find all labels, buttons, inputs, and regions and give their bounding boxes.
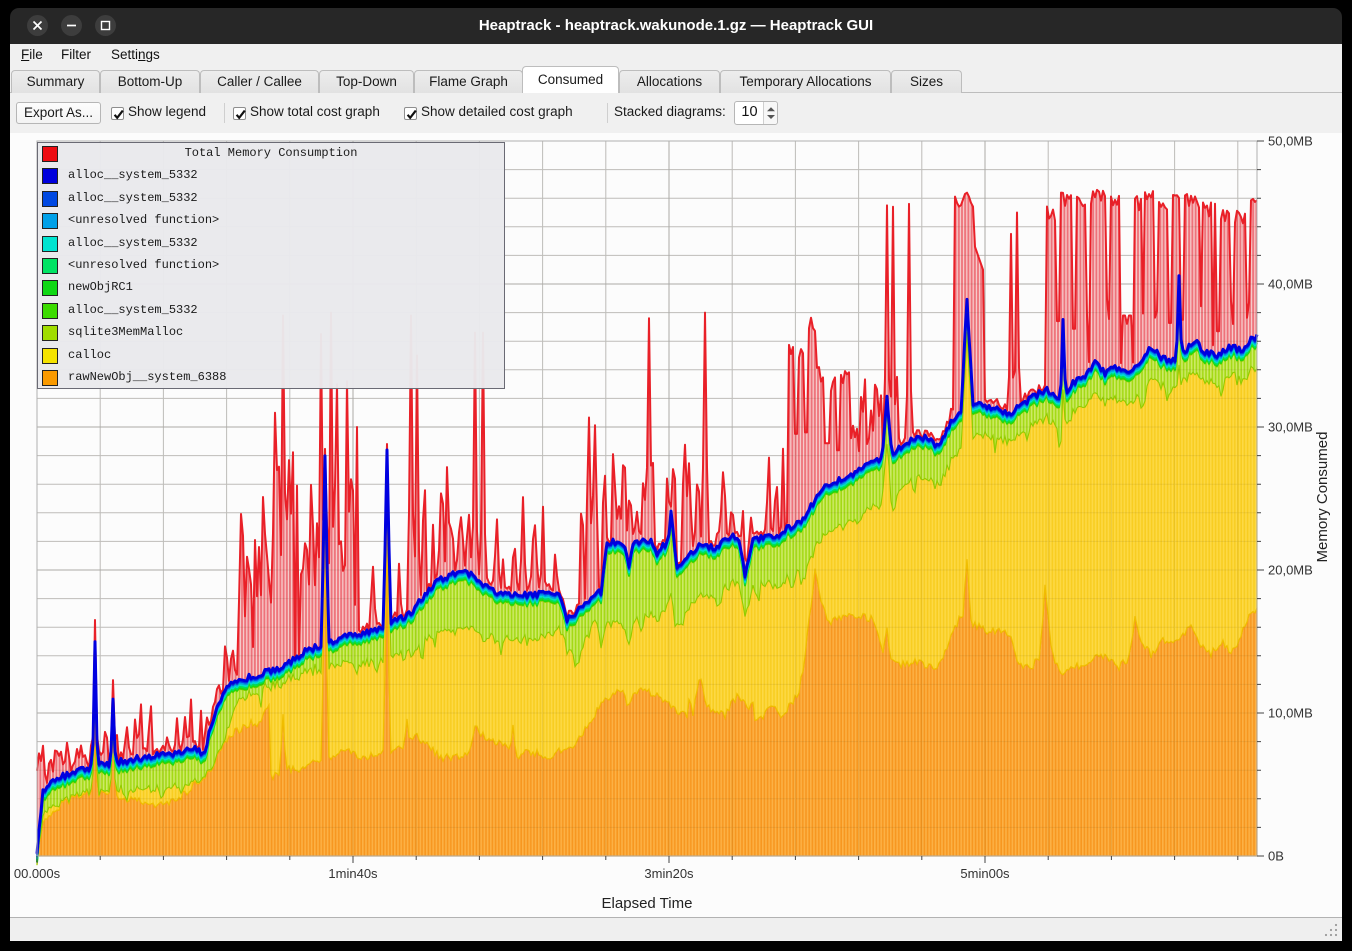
svg-text:Elapsed Time: Elapsed Time xyxy=(602,895,693,912)
svg-text:20,0MB: 20,0MB xyxy=(1268,563,1313,578)
svg-text:40,0MB: 40,0MB xyxy=(1268,277,1313,292)
svg-text:50,0MB: 50,0MB xyxy=(1268,134,1313,149)
svg-text:5min00s: 5min00s xyxy=(960,866,1010,881)
svg-text:30,0MB: 30,0MB xyxy=(1268,420,1313,435)
svg-text:Memory Consumed: Memory Consumed xyxy=(1314,432,1331,563)
svg-text:0B: 0B xyxy=(1268,849,1284,864)
svg-text:3min20s: 3min20s xyxy=(644,866,694,881)
svg-text:00.000s: 00.000s xyxy=(14,866,61,881)
svg-text:1min40s: 1min40s xyxy=(328,866,378,881)
svg-text:10,0MB: 10,0MB xyxy=(1268,706,1313,721)
